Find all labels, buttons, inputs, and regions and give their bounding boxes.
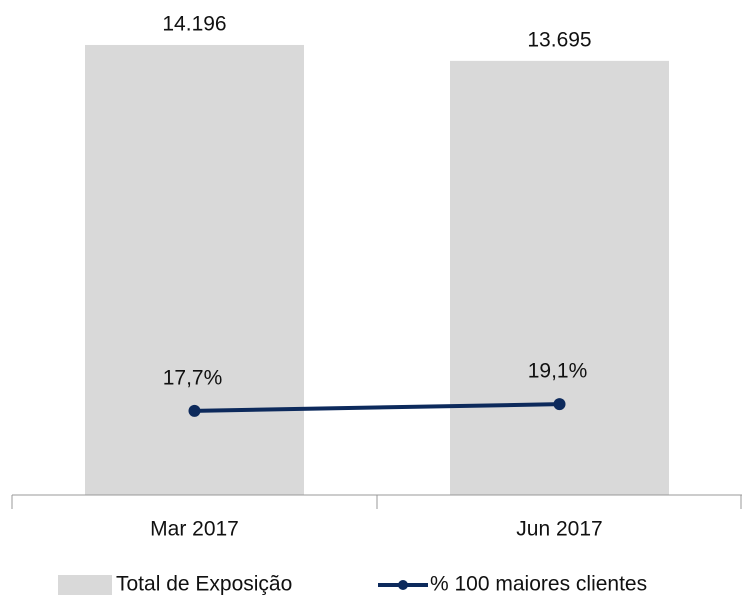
legend-label: Total de Exposição — [116, 573, 292, 596]
bar-value-label: 13.695 — [527, 28, 591, 51]
legend-swatch — [58, 575, 112, 595]
line-point — [188, 404, 201, 417]
bar-value-label: 14.196 — [162, 13, 226, 36]
x-tick-label: Jun 2017 — [516, 518, 602, 541]
bar — [85, 44, 304, 495]
legend-marker — [398, 580, 408, 590]
line-value-label: 17,7% — [163, 366, 223, 389]
bar — [450, 60, 669, 495]
line — [194, 402, 560, 413]
legend-label: % 100 maiores clientes — [430, 573, 647, 596]
x-tick-label: Mar 2017 — [150, 518, 239, 541]
line-point — [553, 398, 566, 411]
line-value-label: 19,1% — [528, 360, 588, 383]
